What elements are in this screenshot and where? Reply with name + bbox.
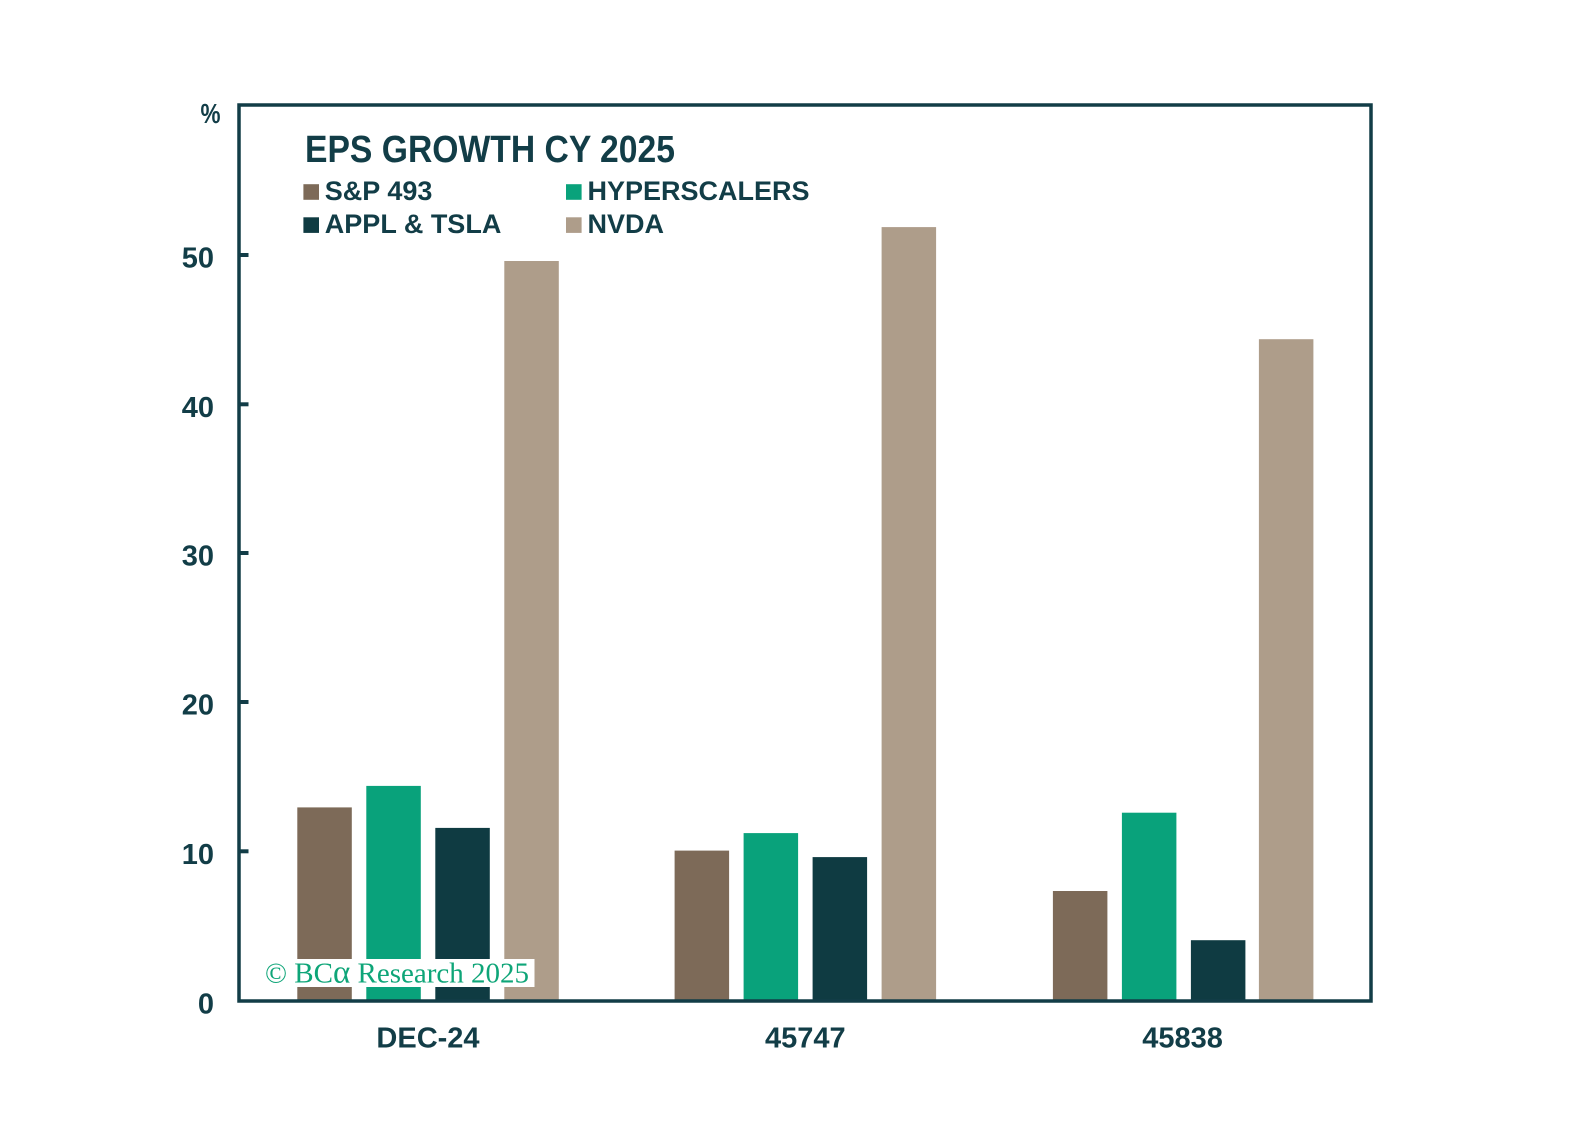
svg-text:NVDA: NVDA (588, 209, 665, 239)
svg-text:45838: 45838 (1142, 1023, 1223, 1055)
svg-text:45747: 45747 (765, 1023, 846, 1055)
svg-text:%: % (201, 98, 221, 129)
svg-text:30: 30 (182, 541, 214, 573)
svg-text:50: 50 (182, 243, 214, 275)
svg-text:APPL & TSLA: APPL & TSLA (325, 209, 502, 239)
svg-text:S&P 493: S&P 493 (325, 176, 433, 206)
svg-text:40: 40 (182, 392, 214, 424)
svg-text:20: 20 (182, 690, 214, 722)
svg-text:© BCα Research 2025: © BCα Research 2025 (265, 955, 529, 991)
svg-text:HYPERSCALERS: HYPERSCALERS (588, 176, 810, 206)
svg-text:EPS GROWTH CY 2025: EPS GROWTH CY 2025 (305, 129, 675, 171)
svg-text:10: 10 (182, 839, 214, 871)
svg-text:0: 0 (198, 989, 214, 1021)
svg-text:DEC-24: DEC-24 (376, 1023, 479, 1055)
